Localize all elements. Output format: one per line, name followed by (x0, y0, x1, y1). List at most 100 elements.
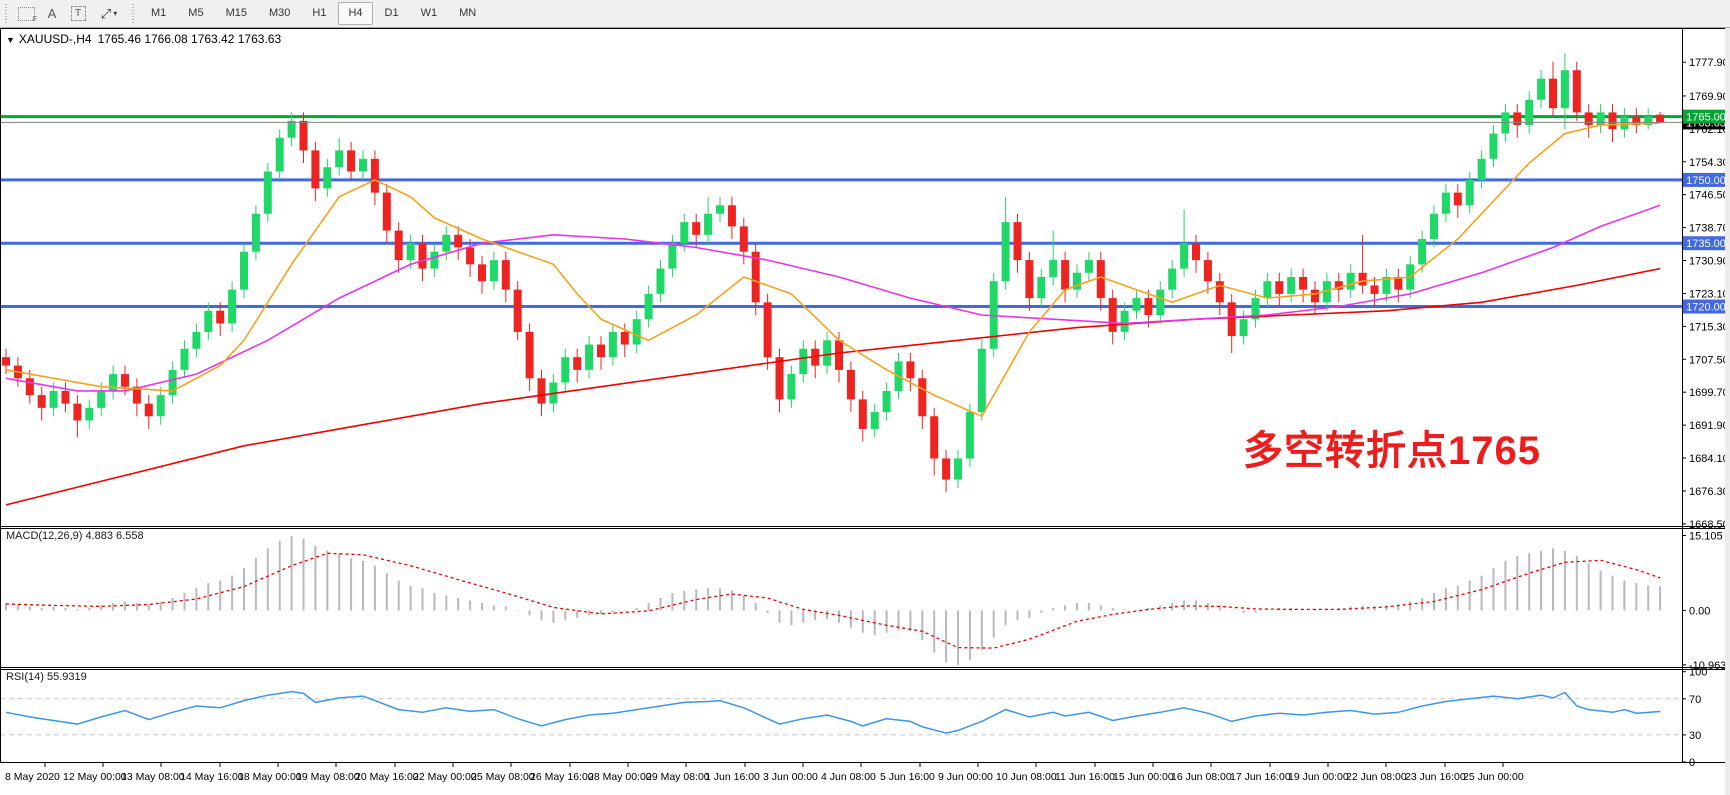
macd-tick-label: -10.963 (1689, 660, 1726, 672)
hline-badge-1720.00-label: 1720.00 (1686, 302, 1726, 314)
time-tick-label: 9 Jun 00:00 (938, 771, 993, 783)
symbol-dropdown-icon[interactable]: ▼ (6, 35, 15, 45)
price-tick-label: 1730.90 (1689, 256, 1729, 268)
time-tick-label: 4 Jun 08:00 (821, 771, 876, 783)
macd-plot-area[interactable] (0, 528, 1682, 667)
timeframe-button-d1[interactable]: D1 (384, 7, 399, 19)
time-tick-label: 26 May 16:00 (530, 771, 594, 783)
timeframe-button-h1[interactable]: H1 (312, 7, 327, 19)
ma-fast-orange-line (5, 122, 1661, 418)
symbol-ohlc-label[interactable]: ▼ XAUUSD-,H4 1765.46 1766.08 1763.42 1763.… (6, 32, 281, 46)
hline-badge-1735.00 (1683, 236, 1729, 251)
price-tick-label: 1769.90 (1689, 91, 1729, 103)
dotted-frame-glyph (17, 6, 35, 21)
text-label-tool-icon[interactable]: T (65, 3, 91, 24)
rsi-tick-label: 100 (1689, 667, 1707, 679)
time-tick-label: 22 Jun 08:00 (1346, 771, 1407, 783)
rsi-series (0, 690, 1682, 736)
hline-badge-1735.00-label: 1735.00 (1686, 238, 1726, 250)
time-tick-label: 25 Jun 00:00 (1463, 771, 1524, 783)
macd-signal-line (5, 552, 1661, 649)
pane-frames (0, 28, 1725, 763)
price-axis[interactable]: 1777.901769.901762.101754.301746.501738.… (1682, 57, 1729, 769)
time-tick-label: 19 May 08:00 (296, 771, 360, 783)
time-tick-label: 16 Jun 08:00 (1171, 771, 1232, 783)
time-tick-label: 5 Jun 16:00 (880, 771, 935, 783)
toolbar-grip[interactable] (3, 3, 10, 24)
arrow-objects-icon[interactable]: ⤢ ▾ (100, 5, 118, 21)
ma-mid-magenta-line (5, 204, 1661, 392)
timeframe-button-h4[interactable]: H4 (338, 2, 373, 25)
hline-badge-1765.00 (1683, 109, 1729, 124)
time-tick-label: 18 May 00:00 (238, 771, 302, 783)
time-tick-label: 29 May 08:00 (646, 771, 710, 783)
horizontal-lines (0, 115, 1682, 309)
timeframe-button-m5[interactable]: M5 (188, 7, 204, 19)
macd-tick-label: 0.00 (1689, 605, 1710, 617)
text-tool-icon[interactable]: A (47, 6, 57, 21)
time-tick-label: 28 May 00:00 (588, 771, 652, 783)
rsi-line (5, 690, 1661, 734)
timeframe-button-m30[interactable]: M30 (268, 7, 291, 19)
rsi-indicator-label: RSI(14) 55.9319 (6, 671, 87, 683)
macd-tick-label: 15.105 (1689, 530, 1723, 542)
dropdown-caret-icon: ▾ (113, 9, 118, 18)
time-tick-label: 1 Jun 16:00 (705, 771, 760, 783)
time-tick-label: 20 May 16:00 (355, 771, 419, 783)
hline-badge-1720.00 (1683, 299, 1729, 314)
timeframe-button-m15[interactable]: M15 (225, 7, 247, 19)
moving-averages (5, 122, 1661, 506)
price-tick-label: 1777.90 (1689, 57, 1729, 69)
macd-indicator-label: MACD(12,26,9) 4.883 6.558 (6, 530, 144, 542)
price-tick-label: 1723.10 (1689, 288, 1729, 300)
time-tick-label: 12 May 00:00 (63, 771, 127, 783)
timeframe-button-m1[interactable]: M1 (151, 7, 167, 19)
price-tick-label: 1699.70 (1689, 387, 1729, 399)
symbol-name: XAUUSD-,H4 (18, 32, 92, 46)
timeframe-group: M1 M5 M15 M30 H1 H4 D1 W1 MN (140, 0, 487, 27)
timeframe-button-w1[interactable]: W1 (420, 7, 438, 19)
price-tick-label: 1715.30 (1689, 321, 1729, 333)
macd-series (5, 535, 1662, 666)
time-tick-label: 22 May 00:00 (413, 771, 477, 783)
window-edge (1725, 27, 1730, 795)
ma-slow-red-line (5, 267, 1661, 506)
price-tick-label: 1738.70 (1689, 223, 1729, 235)
time-tick-label: 10 Jun 08:00 (996, 771, 1057, 783)
time-tick-label: 19 Jun 00:00 (1288, 771, 1349, 783)
f-sub-glyph: F (32, 16, 37, 23)
rsi-tick-label: 30 (1689, 730, 1701, 742)
time-tick-label: 14 May 16:00 (180, 771, 244, 783)
price-tick-label: 1668.50 (1689, 519, 1729, 531)
hline-badge-1765.00-label: 1765.00 (1686, 112, 1726, 124)
time-tick-label: 11 Jun 16:00 (1055, 771, 1115, 783)
price-tick-label: 1691.90 (1689, 420, 1729, 432)
time-tick-label: 25 May 08:00 (471, 771, 535, 783)
time-tick-label: 15 Jun 00:00 (1113, 771, 1174, 783)
price-tick-label: 1754.30 (1689, 157, 1729, 169)
candlestick-series (2, 53, 1665, 493)
price-tick-label: 1746.50 (1689, 190, 1729, 202)
hline-badge-1750.00-label: 1750.00 (1686, 175, 1726, 187)
timeframe-button-mn[interactable]: MN (459, 7, 477, 19)
price-tick-label: 1684.10 (1689, 453, 1729, 465)
hline-badge-1750.00 (1683, 172, 1729, 187)
rsi-tick-label: 70 (1689, 694, 1701, 706)
time-tick-label: 8 May 2020 (5, 771, 60, 783)
timeframe-grip[interactable] (130, 3, 137, 24)
dotted-frame-f-icon[interactable]: F (13, 3, 39, 24)
ohlc-values: 1765.46 1766.08 1763.42 1763.63 (97, 32, 282, 46)
price-tick-label: 1676.30 (1689, 486, 1729, 498)
annotation-text[interactable]: 多空转折点1765 (1243, 429, 1541, 473)
rsi-plot-area[interactable] (0, 669, 1682, 762)
time-tick-label: 3 Jun 00:00 (763, 771, 818, 783)
panes (0, 28, 1682, 762)
rsi-tick-label: 0 (1689, 757, 1695, 769)
time-tick-label: 13 May 08:00 (121, 771, 185, 783)
toolbar: F A T ⤢ ▾ M1 M5 M15 M30 H1 H4 D1 W1 MN (0, 0, 1730, 28)
time-tick-label: 17 Jun 16:00 (1230, 771, 1291, 783)
time-tick-label: 23 Jun 16:00 (1405, 771, 1466, 783)
